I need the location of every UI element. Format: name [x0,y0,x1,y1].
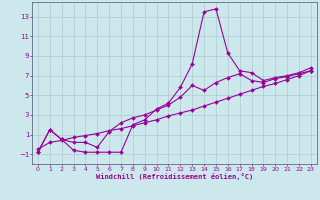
X-axis label: Windchill (Refroidissement éolien,°C): Windchill (Refroidissement éolien,°C) [96,173,253,180]
